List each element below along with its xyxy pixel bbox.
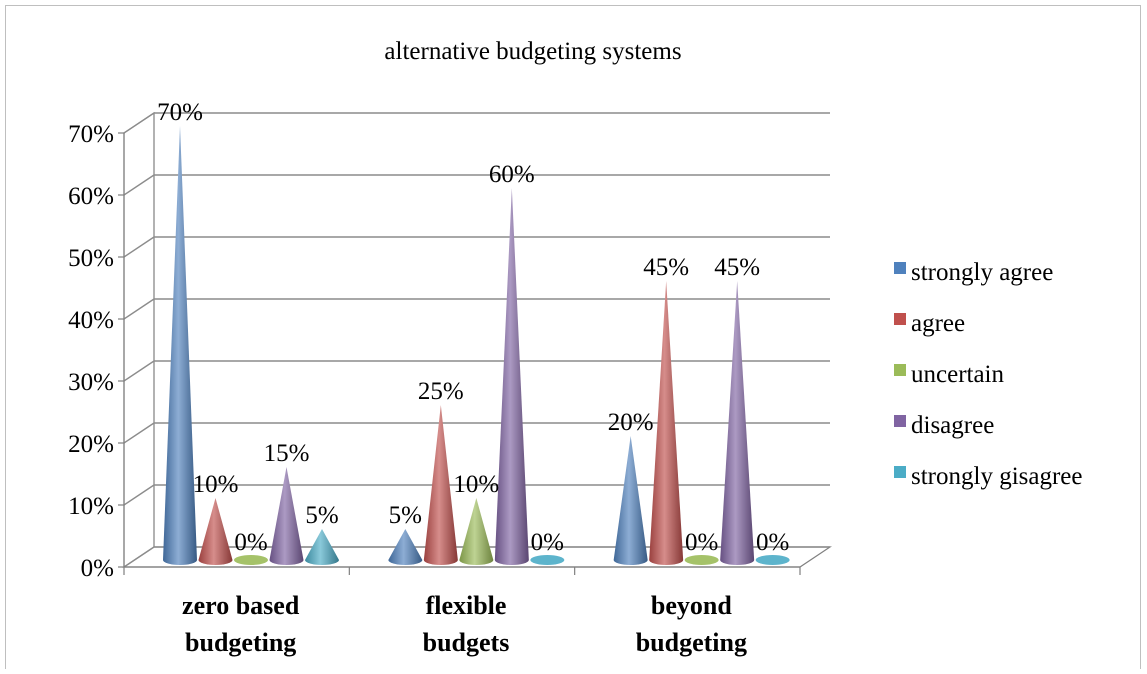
- data-label: 0%: [531, 529, 564, 556]
- cone-base: [755, 555, 790, 565]
- cone: [388, 529, 423, 565]
- y-tick-label: 30%: [68, 369, 114, 396]
- data-label: 70%: [157, 99, 203, 126]
- cone: [234, 555, 268, 565]
- axes: [118, 132, 801, 575]
- gridline: [123, 236, 830, 258]
- gridline: [123, 112, 830, 134]
- cone: [684, 555, 719, 565]
- legend-swatch: [894, 466, 906, 478]
- data-label: 45%: [643, 254, 689, 281]
- legend-swatch: [894, 415, 906, 427]
- data-label: 0%: [756, 529, 789, 556]
- legend-label: strongly agree: [911, 259, 1053, 286]
- gridline: [123, 298, 830, 320]
- cone-base: [234, 555, 268, 565]
- category-label: flexible: [426, 591, 507, 620]
- data-label: 15%: [264, 440, 310, 467]
- y-tick-labels: 0% 10% 20% 30% 40% 50% 60% 70%: [68, 121, 114, 582]
- y-tick-label: 60%: [68, 183, 114, 210]
- cone: [755, 555, 790, 565]
- data-label: 5%: [305, 502, 338, 529]
- gridline: [123, 484, 830, 506]
- gridline: [123, 422, 830, 444]
- cone: [649, 281, 684, 565]
- side-wall: [123, 111, 155, 567]
- y-tick-label: 70%: [68, 121, 114, 148]
- data-label: 0%: [685, 529, 718, 556]
- cone-body: [459, 498, 494, 565]
- cone: [530, 555, 565, 565]
- data-labels: 70% 10% 0% 15% 5% 5% 25% 10% 60% 0% 20% 45% 0% 45% 0%: [157, 99, 789, 556]
- cones: [163, 126, 790, 565]
- legend: strongly agree agree uncertain disagree stro…: [894, 259, 1082, 490]
- data-label: 10%: [453, 471, 499, 498]
- cone: [269, 467, 304, 565]
- data-label: 25%: [418, 378, 464, 405]
- y-tick-label: 20%: [68, 431, 114, 458]
- cone-base: [530, 555, 565, 565]
- cone-body: [163, 126, 197, 565]
- cone-body: [720, 281, 755, 565]
- legend-label: agree: [911, 310, 965, 337]
- category-label: budgeting: [185, 628, 296, 657]
- cone: [305, 529, 339, 565]
- cone: [459, 498, 494, 565]
- legend-label: uncertain: [911, 361, 1005, 388]
- y-tick-label: 10%: [68, 493, 114, 520]
- data-label: 45%: [714, 254, 760, 281]
- legend-label: disagree: [911, 412, 994, 439]
- category-label: budgets: [423, 628, 510, 657]
- legend-swatch: [894, 313, 906, 325]
- chart-title: alternative budgeting systems: [384, 38, 681, 65]
- data-label: 20%: [608, 409, 654, 436]
- y-tick-label: 50%: [68, 245, 114, 272]
- cone-body: [388, 529, 423, 565]
- gridline: [123, 546, 830, 568]
- data-label: 5%: [389, 502, 422, 529]
- gridlines: [123, 112, 830, 568]
- legend-swatch: [894, 262, 906, 274]
- y-tick-label: 40%: [68, 307, 114, 334]
- y-tick-label: 0%: [81, 555, 114, 582]
- legend-label: strongly gisagree: [911, 463, 1082, 490]
- category-label: beyond: [651, 591, 732, 620]
- chart-frame: [5, 5, 1141, 669]
- data-label: 0%: [234, 529, 267, 556]
- cone: [494, 188, 529, 565]
- gridline: [123, 360, 830, 382]
- cone: [163, 126, 197, 565]
- category-label: budgeting: [636, 628, 747, 657]
- category-labels: zero based budgeting flexible budgets beyond…: [182, 591, 747, 657]
- cone-body: [269, 467, 304, 565]
- cone-body: [423, 405, 458, 565]
- cone-body: [613, 436, 648, 565]
- category-label: zero based: [182, 591, 300, 620]
- legend-swatch: [894, 364, 906, 376]
- cone: [423, 405, 458, 565]
- cone-body: [649, 281, 684, 565]
- cone: [613, 436, 648, 565]
- data-label: 10%: [193, 471, 239, 498]
- cone: [720, 281, 755, 565]
- gridline: [123, 174, 830, 196]
- cone-body: [198, 498, 233, 565]
- cone: [198, 498, 233, 565]
- data-label: 60%: [489, 161, 535, 188]
- cone-base: [684, 555, 719, 565]
- cone-body: [305, 529, 339, 565]
- cone-body: [494, 188, 529, 565]
